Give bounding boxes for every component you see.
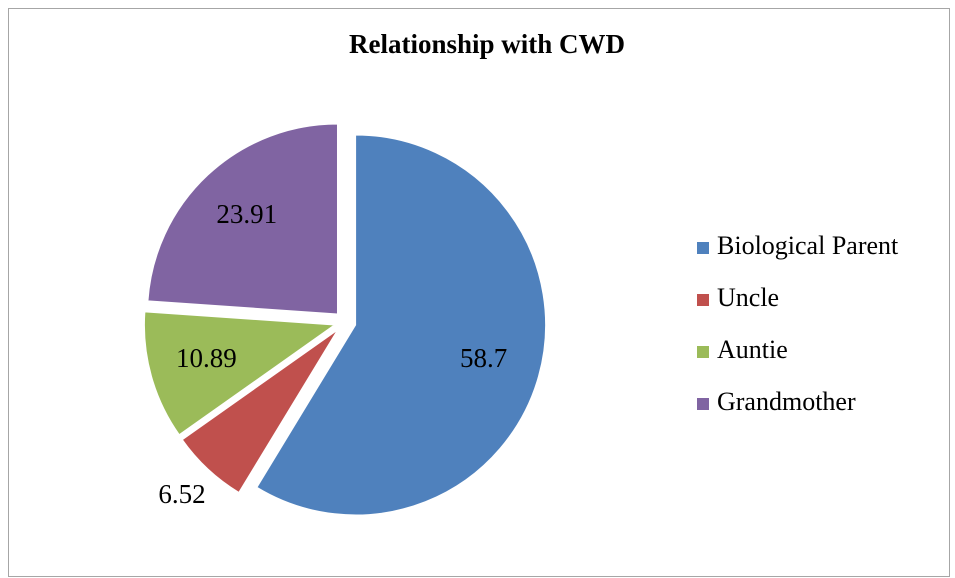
data-label: 10.89 [176, 343, 237, 373]
data-label: 6.52 [158, 479, 205, 509]
legend-swatch [697, 346, 709, 358]
data-label: 23.91 [216, 199, 277, 229]
legend-swatch [697, 242, 709, 254]
pie-slice [143, 311, 336, 436]
pie-slice [147, 123, 338, 315]
pie-slice [181, 329, 338, 494]
legend-label: Grandmother [717, 387, 856, 416]
legend-label: Biological Parent [717, 231, 899, 260]
legend-swatch [697, 398, 709, 410]
legend-swatch [697, 294, 709, 306]
legend-label: Uncle [717, 283, 779, 312]
chart-title: Relationship with CWD [349, 29, 625, 59]
data-label: 58.7 [460, 343, 507, 373]
pie-slice [256, 134, 547, 516]
legend-label: Auntie [717, 335, 788, 364]
